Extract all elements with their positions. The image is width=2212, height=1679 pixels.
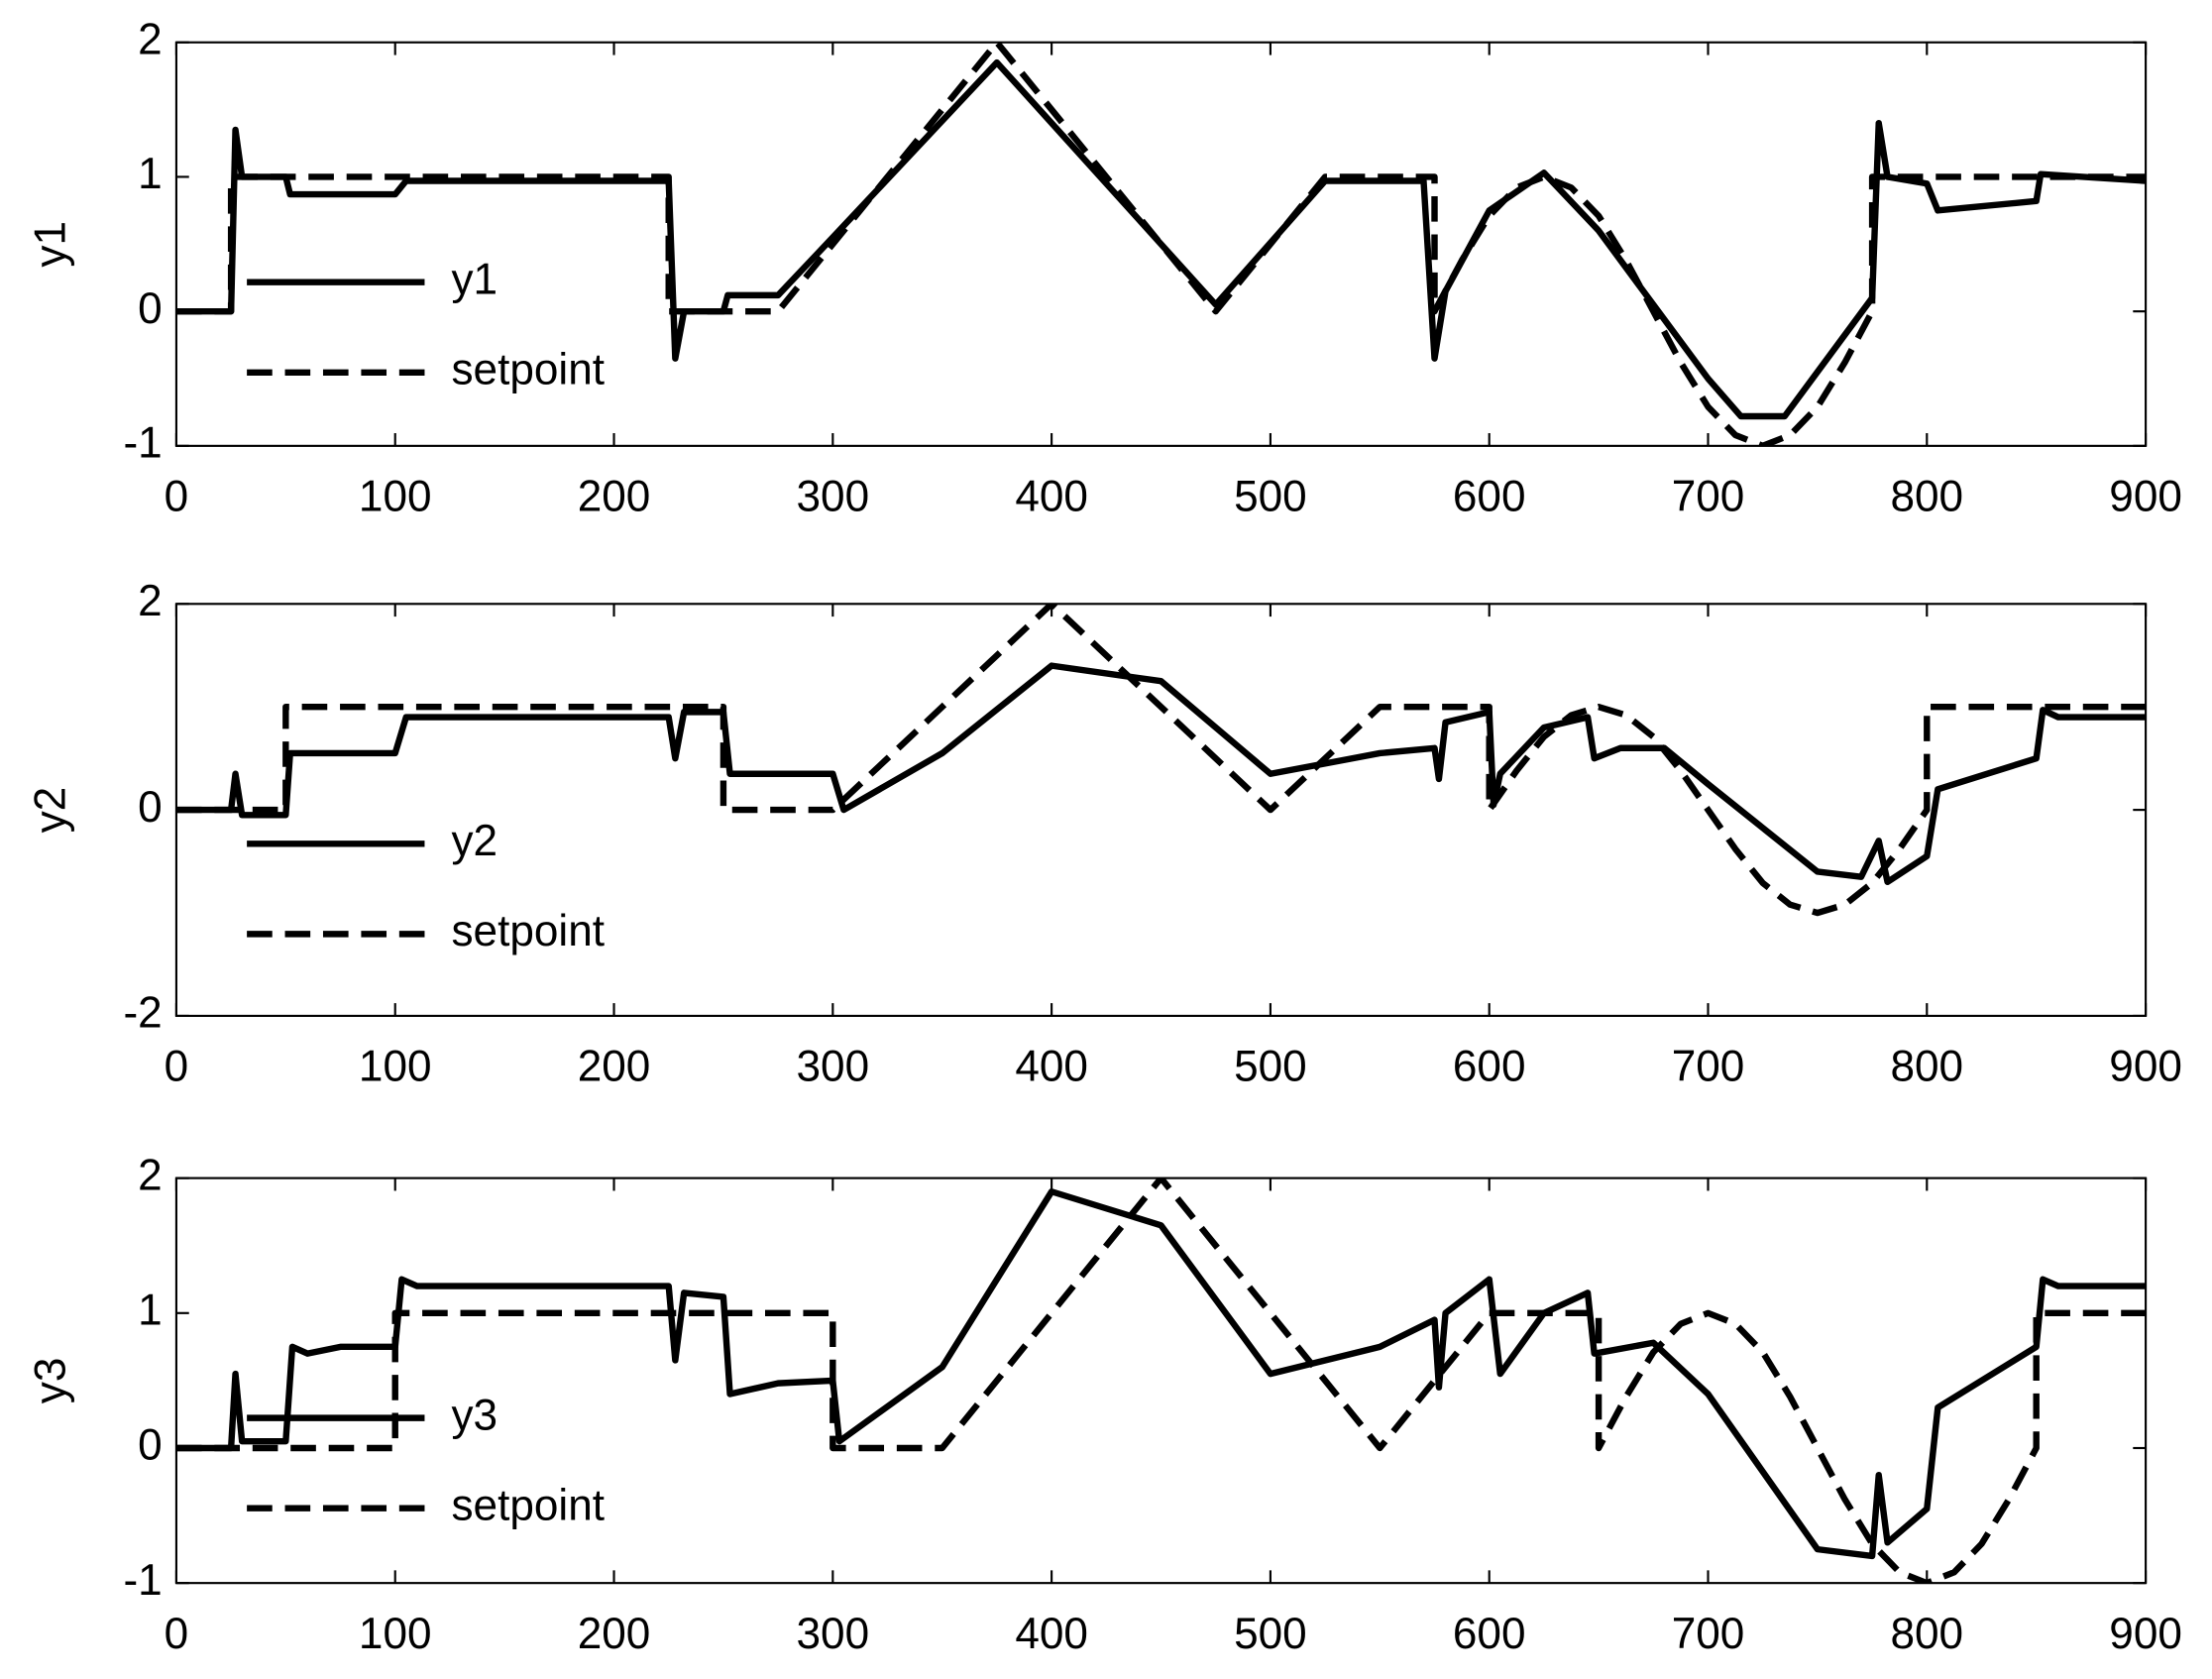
x-tick-label: 900 <box>2109 1043 2182 1091</box>
x-tick-label: 500 <box>1234 473 1307 521</box>
legend-label: setpoint <box>452 1481 606 1529</box>
y-tick-label: 2 <box>138 577 163 625</box>
x-tick-label: 700 <box>1672 473 1745 521</box>
x-tick-label: 700 <box>1672 1043 1745 1091</box>
x-tick-label: 200 <box>578 1610 651 1658</box>
x-tick-label: 600 <box>1453 473 1526 521</box>
legend-label: setpoint <box>452 907 606 955</box>
x-tick-label: 0 <box>165 1043 189 1091</box>
x-tick-label: 100 <box>359 1043 432 1091</box>
y-tick-label: 1 <box>138 150 163 198</box>
x-tick-label: 500 <box>1234 1043 1307 1091</box>
x-tick-label: 900 <box>2109 1610 2182 1658</box>
x-tick-label: 300 <box>797 1043 870 1091</box>
x-tick-label: 300 <box>797 1610 870 1658</box>
x-tick-label: 800 <box>1890 1043 1963 1091</box>
data-line <box>175 1188 2147 1560</box>
x-tick-label: 900 <box>2109 473 2182 521</box>
y-tick-label: 1 <box>138 1286 163 1334</box>
x-tick-label: 400 <box>1015 1043 1088 1091</box>
data-line <box>175 604 2147 917</box>
x-tick-label: 200 <box>578 473 651 521</box>
data-line <box>175 1177 2147 1584</box>
y-tick-label: 2 <box>138 1151 163 1199</box>
legend-label: y3 <box>452 1391 498 1439</box>
y-axis-label: y1 <box>27 221 75 268</box>
y-tick-label: 0 <box>138 1421 163 1470</box>
data-line <box>175 58 2147 420</box>
y-axis-label: y2 <box>27 787 75 834</box>
x-tick-label: 200 <box>578 1043 651 1091</box>
x-tick-label: 100 <box>359 1610 432 1658</box>
y-tick-label: 0 <box>138 284 163 333</box>
y-tick-label: 2 <box>138 15 163 63</box>
legend-label: setpoint <box>452 345 606 393</box>
x-tick-label: 800 <box>1890 473 1963 521</box>
plot-frame <box>174 41 2148 447</box>
x-tick-label: 400 <box>1015 473 1088 521</box>
y-tick-label: -1 <box>123 1556 162 1605</box>
data-line <box>175 42 2147 446</box>
y-tick-label: 0 <box>138 783 163 832</box>
x-tick-label: 600 <box>1453 1043 1526 1091</box>
x-tick-label: 700 <box>1672 1610 1745 1658</box>
y-tick-label: -1 <box>123 419 162 468</box>
legend-label: y1 <box>452 255 498 303</box>
x-tick-label: 0 <box>165 473 189 521</box>
legend-label: y2 <box>452 817 498 865</box>
x-tick-label: 800 <box>1890 1610 1963 1658</box>
x-tick-label: 400 <box>1015 1610 1088 1658</box>
x-tick-label: 0 <box>165 1610 189 1658</box>
y-axis-label: y3 <box>27 1358 75 1404</box>
x-tick-label: 600 <box>1453 1610 1526 1658</box>
y-tick-label: -2 <box>123 989 162 1038</box>
data-line <box>175 662 2147 886</box>
x-tick-label: 500 <box>1234 1610 1307 1658</box>
x-tick-label: 100 <box>359 473 432 521</box>
x-tick-label: 300 <box>797 473 870 521</box>
